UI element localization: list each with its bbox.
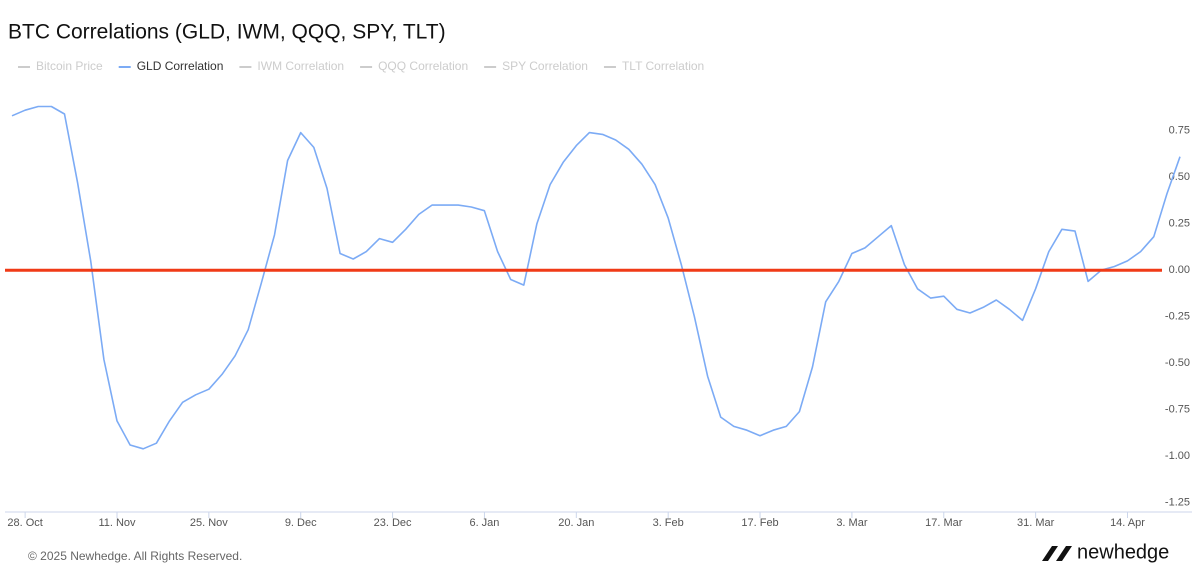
x-tick-label: 9. Dec (285, 517, 317, 529)
x-tick-label: 23. Dec (374, 517, 412, 529)
x-tick-label: 17. Mar (925, 517, 963, 529)
copyright: © 2025 Newhedge. All Rights Reserved. (28, 549, 242, 563)
y-tick-label: -0.75 (1165, 404, 1190, 416)
legend-label[interactable]: TLT Correlation (622, 59, 704, 73)
y-tick-label: -1.00 (1165, 450, 1190, 462)
legend-label[interactable]: IWM Correlation (257, 59, 344, 73)
x-tick-label: 17. Feb (741, 517, 778, 529)
x-tick-label: 3. Feb (653, 517, 684, 529)
legend-label[interactable]: SPY Correlation (502, 59, 588, 73)
x-tick-label: 3. Mar (836, 517, 868, 529)
x-tick-label: 20. Jan (558, 517, 594, 529)
x-tick-label: 14. Apr (1110, 517, 1145, 529)
x-tick-label: 25. Nov (190, 517, 228, 529)
line-series (11, 105, 1181, 450)
y-tick-label: -0.25 (1165, 311, 1190, 323)
x-tick-label: 31. Mar (1017, 517, 1055, 529)
y-tick-label: -1.25 (1165, 497, 1190, 509)
y-tick-label: 0.00 (1169, 264, 1190, 276)
chart-title: BTC Correlations (GLD, IWM, QQQ, SPY, TL… (8, 21, 446, 44)
y-tick-label: 0.25 (1169, 218, 1190, 230)
x-tick-label: 28. Oct (7, 517, 42, 529)
y-tick-label: -0.50 (1165, 357, 1190, 369)
x-tick-label: 11. Nov (98, 517, 136, 529)
legend-label[interactable]: GLD Correlation (137, 59, 224, 73)
y-tick-label: 0.75 (1169, 125, 1190, 137)
logo-icon (1042, 546, 1072, 561)
x-tick-label: 6. Jan (469, 517, 499, 529)
legend-label[interactable]: QQQ Correlation (378, 59, 468, 73)
legend-label[interactable]: Bitcoin Price (36, 59, 103, 73)
logo: newhedge (1077, 541, 1169, 563)
